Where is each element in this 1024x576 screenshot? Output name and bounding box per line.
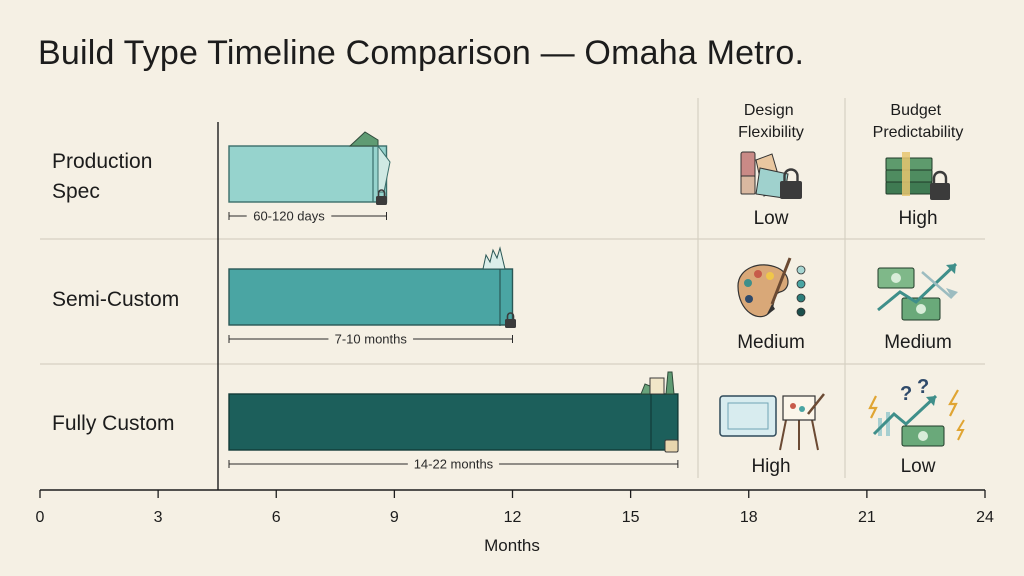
bars-layer: 60-120 days 7-10 months 14-22 months — [228, 145, 679, 473]
house-lock-icon — [348, 131, 391, 205]
x-tick-label: 0 — [36, 509, 45, 526]
money-uncertain-icon: ? ? — [868, 376, 965, 447]
duration-label: 7-10 months — [335, 332, 408, 347]
money-arrows-icon — [877, 262, 958, 321]
paint-palette-icon — [737, 257, 806, 318]
svg-text:?: ? — [900, 383, 912, 405]
x-tick-label: 21 — [858, 509, 876, 526]
row-label-production-spec: Production Spec — [52, 150, 158, 203]
duration-label: 14-22 months — [414, 457, 494, 472]
x-tick-label: 12 — [504, 509, 522, 526]
blueprint-easel-icon — [719, 393, 825, 451]
x-tick-label: 24 — [976, 509, 994, 526]
money-stack-lock-icon — [885, 152, 950, 200]
x-tick-label: 18 — [740, 509, 758, 526]
building-lock-icon — [482, 246, 516, 328]
bar-semi-custom — [228, 268, 514, 326]
x-axis-title: Months — [484, 536, 540, 555]
x-tick-label: 6 — [272, 509, 281, 526]
header-budget-predictability: Budget Predictability — [873, 102, 964, 141]
bar-fully-custom — [228, 393, 679, 451]
budget-rating-semi: Medium — [884, 332, 952, 353]
x-tick-label: 15 — [622, 509, 640, 526]
x-tick-label: 9 — [390, 509, 399, 526]
header-design-flexibility: Design Flexibility — [738, 102, 804, 141]
column-separators — [697, 98, 846, 478]
svg-text:?: ? — [917, 376, 929, 398]
x-axis: 0 3 6 9 12 15 18 21 24 — [36, 489, 994, 526]
duration-label-bg — [328, 330, 414, 348]
estate-icon — [640, 371, 679, 453]
row-label-fully-custom: Fully Custom — [52, 412, 175, 435]
row-label-semi-custom: Semi-Custom — [52, 288, 179, 311]
page-title: Build Type Timeline Comparison — Omaha M… — [38, 34, 805, 72]
design-rating-production: Low — [754, 208, 789, 229]
design-rating-custom: High — [751, 456, 790, 477]
bar-production-spec — [228, 145, 388, 203]
duration-label-bg — [407, 455, 500, 473]
duration-label-bg — [246, 207, 332, 225]
duration-label: 60-120 days — [253, 209, 325, 224]
row-separators — [40, 238, 985, 365]
swatch-lock-icon — [740, 151, 802, 199]
budget-rating-custom: Low — [901, 456, 936, 477]
design-rating-semi: Medium — [737, 332, 805, 353]
x-tick-label: 3 — [154, 509, 163, 526]
budget-rating-production: High — [898, 208, 937, 229]
